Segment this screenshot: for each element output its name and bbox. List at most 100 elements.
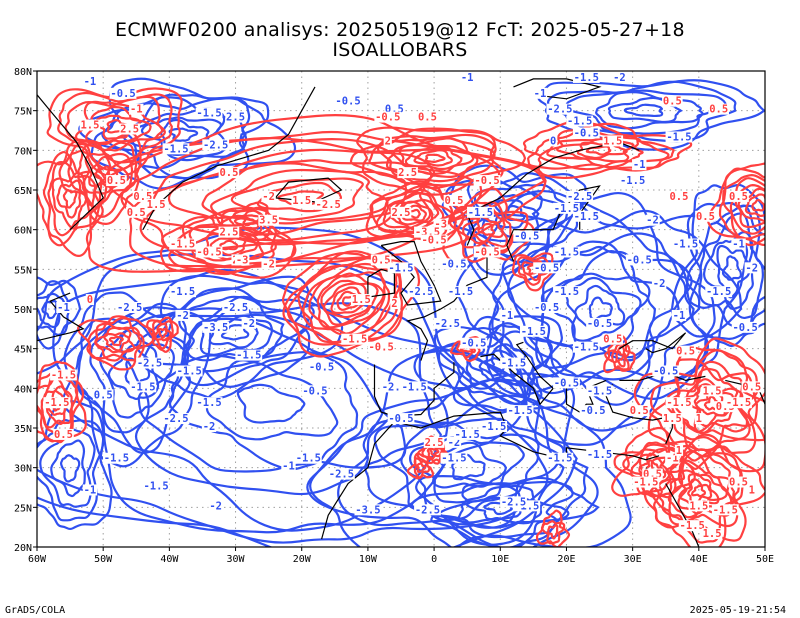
contour-label: 1 <box>696 413 702 425</box>
contour-label-bg <box>380 381 408 393</box>
contour-label-bg <box>672 238 699 250</box>
contour-label-bg <box>119 123 140 135</box>
positive-contour <box>67 141 138 218</box>
contour-label: 0.5 <box>729 191 748 203</box>
contour-label-bg <box>169 238 196 250</box>
positive-contour <box>356 126 527 196</box>
lon-label: 50W <box>94 554 113 565</box>
positive-contour <box>37 149 108 257</box>
contour-label-bg <box>572 341 600 353</box>
contour-label: 1 <box>676 445 682 457</box>
lon-label: 40W <box>160 554 179 565</box>
contour-label-bg <box>142 480 170 492</box>
contour-label: -2.5 <box>435 318 460 330</box>
positive-contour <box>610 345 627 368</box>
contour-label-bg <box>225 111 246 123</box>
contour-label: -1.5 <box>574 211 599 223</box>
contour-label: -0.5 <box>653 365 678 377</box>
contour-label-bg <box>446 436 462 448</box>
positive-contour <box>302 262 391 336</box>
latitude-tick-labels: 20N 25N 30N 35N 40N 45N 50N 55N 60N 65N 70N 75N 80N <box>14 67 32 554</box>
contour-label-bg <box>420 234 448 246</box>
contour-label: -1.5 <box>554 286 579 298</box>
contour-label-bg <box>533 302 560 313</box>
positive-contour <box>416 462 427 474</box>
positive-contour <box>585 145 612 156</box>
contour-label: 0.5 <box>372 254 391 266</box>
contour-label: -2 <box>646 215 659 227</box>
negative-contour <box>220 324 250 341</box>
contour-label-bg <box>50 369 77 381</box>
contour-label-bg <box>175 365 203 377</box>
positive-contour <box>158 327 168 339</box>
contour-label-bg <box>731 238 746 250</box>
negative-contour <box>501 232 701 406</box>
lon-label: 30E <box>624 554 642 565</box>
contour-label-bg <box>202 139 230 151</box>
contour-label: -2.5 <box>415 504 440 516</box>
contour-label: -1.5 <box>666 397 691 409</box>
contour-label-bg <box>103 452 130 464</box>
contour-label: -1.5 <box>501 358 526 370</box>
contour-label-bg <box>234 254 250 266</box>
positive-contour <box>40 375 74 429</box>
positive-contour <box>57 91 173 172</box>
coastline <box>665 483 700 547</box>
contour-label: -2.5 <box>567 191 592 203</box>
contour-label-bg <box>354 504 382 516</box>
positive-contour <box>706 162 765 247</box>
contour-label: -1.5 <box>587 385 612 397</box>
positive-contour <box>426 443 443 461</box>
lon-label: 10W <box>359 554 378 565</box>
contour-label: -1.5 <box>468 207 493 219</box>
contour-label-bg <box>711 504 739 516</box>
contour-label-bg <box>632 476 660 488</box>
contour-label: -1 <box>130 104 143 116</box>
negative-contour <box>413 315 568 414</box>
contour-label: 0.5 <box>669 191 688 203</box>
generation-timestamp: 2025-05-19-21:54 <box>689 605 786 616</box>
contour-label: 2.5 <box>398 167 417 179</box>
contour-label: -0.5 <box>580 405 605 417</box>
lat-label: 80N <box>14 67 32 78</box>
negative-contour <box>166 287 315 387</box>
positive-contour <box>62 188 78 209</box>
positive-contour <box>734 183 765 229</box>
contour-label-bg <box>500 357 527 369</box>
contour-label: -1 <box>673 310 686 322</box>
contour-label-bg <box>678 520 706 532</box>
contour-label-bg <box>602 333 624 345</box>
contour-label-bg <box>671 309 687 321</box>
contour-label: -1.5 <box>196 397 221 409</box>
contour-label: -0.5 <box>302 385 327 397</box>
contour-label: -0.5 <box>335 96 360 108</box>
contour-label: -0.5 <box>375 112 400 124</box>
positive-contour <box>472 215 505 243</box>
positive-contour <box>47 161 97 237</box>
positive-contour <box>297 263 401 344</box>
contour-label-bg <box>546 103 574 115</box>
lat-label: 20N <box>14 543 32 554</box>
lat-label: 35N <box>14 424 32 435</box>
contour-label-bg <box>553 377 580 389</box>
contour-label: 0.5 <box>603 334 622 346</box>
contour-label-bg <box>400 381 428 393</box>
contour-label: -0.5 <box>196 246 221 258</box>
contour-label: -1.5 <box>143 481 168 493</box>
positive-contour <box>46 87 183 178</box>
contour-label-bg <box>499 309 515 321</box>
positive-contour <box>477 222 496 236</box>
negative-contour <box>59 454 81 483</box>
contour-label-bg <box>162 143 190 155</box>
contour-label-bg <box>586 448 613 460</box>
contour-label: -1.5 <box>44 397 69 409</box>
positive-contour <box>649 349 759 455</box>
positive-contour <box>58 132 142 225</box>
contour-label: -1 <box>84 76 97 88</box>
contour-label-bg <box>129 103 144 115</box>
contour-label: 1.5 <box>603 135 622 147</box>
contour-label-bg <box>642 468 663 480</box>
contour-label: -1.5 <box>633 477 658 489</box>
positive-contour <box>205 232 259 261</box>
contour-label: 2.5 <box>219 227 238 239</box>
